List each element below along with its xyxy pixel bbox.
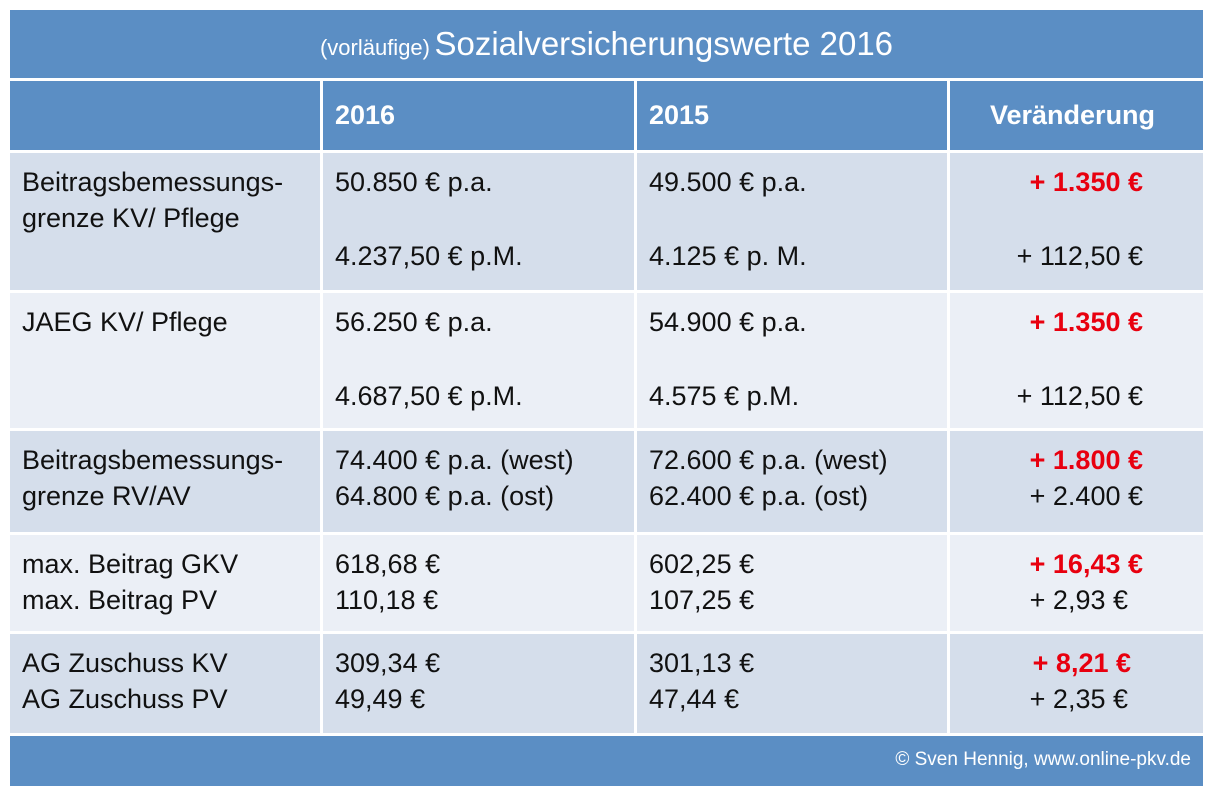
table-row: max. Beitrag GKV max. Beitrag PV 618,68 … xyxy=(10,535,1203,631)
table-frame: (vorläufige) Sozialversicherungswerte 20… xyxy=(10,10,1203,786)
value-2015: 49.500 € p.a. 4.125 € p. M. xyxy=(637,153,947,290)
value-2016: 618,68 € 110,18 € xyxy=(323,535,634,631)
value-2015: 54.900 € p.a. 4.575 € p.M. xyxy=(637,293,947,428)
value-change: + 1.800 € + 2.400 € xyxy=(950,431,1203,532)
row-label: Beitragsbemessungs- grenze KV/ Pflege xyxy=(10,153,320,290)
value-2015: 72.600 € p.a. (west) 62.400 € p.a. (ost) xyxy=(637,431,947,532)
copyright-footer: © Sven Hennig, www.online-pkv.de xyxy=(10,736,1203,786)
value-change: + 8,21 € + 2,35 € xyxy=(950,634,1203,733)
header-2016: 2016 xyxy=(323,81,634,150)
table-row: Beitragsbemessungs- grenze KV/ Pflege 50… xyxy=(10,153,1203,290)
value-2016: 74.400 € p.a. (west) 64.800 € p.a. (ost) xyxy=(323,431,634,532)
header-2015: 2015 xyxy=(637,81,947,150)
table-row: JAEG KV/ Pflege 56.250 € p.a. 4.687,50 €… xyxy=(10,293,1203,428)
row-label: Beitragsbemessungs- grenze RV/AV xyxy=(10,431,320,532)
header-change: Veränderung xyxy=(950,81,1203,150)
table-title: (vorläufige) Sozialversicherungswerte 20… xyxy=(10,10,1203,78)
value-2016: 56.250 € p.a. 4.687,50 € p.M. xyxy=(323,293,634,428)
table-row: Beitragsbemessungs- grenze RV/AV 74.400 … xyxy=(10,431,1203,532)
change-highlight: + 1.800 € xyxy=(1029,445,1143,475)
value-2016: 309,34 € 49,49 € xyxy=(323,634,634,733)
row-label: AG Zuschuss KV AG Zuschuss PV xyxy=(10,634,320,733)
value-2015: 301,13 € 47,44 € xyxy=(637,634,947,733)
row-label: max. Beitrag GKV max. Beitrag PV xyxy=(10,535,320,631)
value-2016: 50.850 € p.a. 4.237,50 € p.M. xyxy=(323,153,634,290)
table-row: AG Zuschuss KV AG Zuschuss PV 309,34 € 4… xyxy=(10,634,1203,733)
value-change: + 16,43 € + 2,93 € xyxy=(950,535,1203,631)
value-change: + 1.350 € + 112,50 € xyxy=(950,153,1203,290)
change-highlight: + 8,21 € xyxy=(1032,648,1131,678)
value-change: + 1.350 € + 112,50 € xyxy=(950,293,1203,428)
copyright-text: © Sven Hennig, www.online-pkv.de xyxy=(895,749,1191,770)
change-highlight: + 1.350 € xyxy=(1029,307,1143,337)
title-main: Sozialversicherungswerte 2016 xyxy=(434,25,894,62)
header-row: 2016 2015 Veränderung xyxy=(10,81,1203,150)
change-highlight: + 16,43 € xyxy=(1029,549,1143,579)
header-empty xyxy=(10,81,320,150)
row-label: JAEG KV/ Pflege xyxy=(10,293,320,428)
value-2015: 602,25 € 107,25 € xyxy=(637,535,947,631)
change-highlight: + 1.350 € xyxy=(1029,167,1143,197)
title-prefix: (vorläufige) xyxy=(319,35,430,60)
